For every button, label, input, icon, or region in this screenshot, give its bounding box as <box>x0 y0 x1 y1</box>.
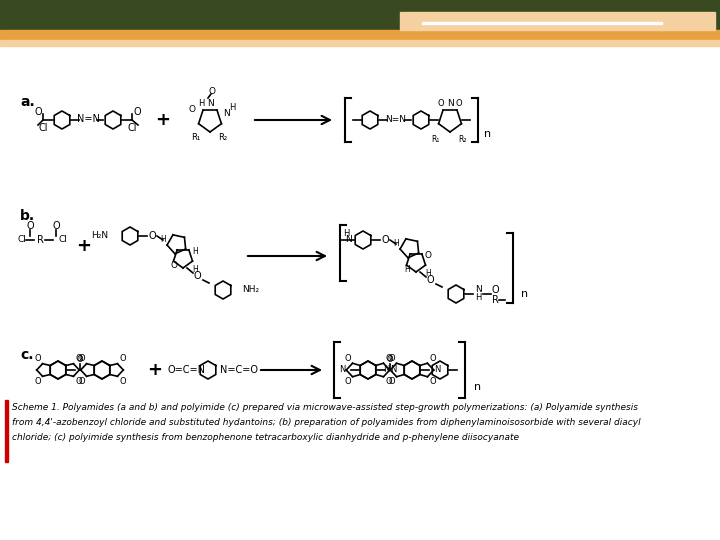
Text: N: N <box>448 98 454 107</box>
Text: O: O <box>381 235 389 245</box>
Text: H: H <box>192 246 198 255</box>
Text: H: H <box>160 235 166 245</box>
Text: R₁: R₁ <box>191 133 200 143</box>
Text: O: O <box>75 377 82 386</box>
Bar <box>5 400 8 462</box>
Text: O: O <box>133 107 141 117</box>
Text: O: O <box>344 377 351 386</box>
Bar <box>0 30 720 40</box>
Text: N: N <box>474 286 482 294</box>
Text: H: H <box>404 266 410 274</box>
Text: N=N: N=N <box>76 114 99 124</box>
Text: N: N <box>339 366 346 375</box>
Text: O: O <box>35 354 41 363</box>
Text: c.: c. <box>20 348 34 362</box>
Text: H₂N: H₂N <box>91 232 108 240</box>
Text: N: N <box>222 110 230 118</box>
Text: H: H <box>343 230 349 239</box>
Text: +: + <box>76 237 91 255</box>
Text: O: O <box>387 355 393 364</box>
Text: O: O <box>119 377 126 386</box>
Text: O: O <box>209 87 215 97</box>
Text: H: H <box>229 104 235 112</box>
Text: O: O <box>119 354 126 363</box>
Text: n: n <box>521 289 528 299</box>
Text: O: O <box>35 377 41 386</box>
Text: N: N <box>383 366 390 375</box>
Text: O: O <box>189 105 196 114</box>
Text: N: N <box>390 366 397 375</box>
Text: O: O <box>171 261 178 271</box>
Text: O: O <box>385 377 392 386</box>
Text: O: O <box>26 221 34 231</box>
Text: O: O <box>75 354 82 363</box>
Text: +: + <box>148 361 163 379</box>
Text: from 4,4'-azobenzoyl chloride and substituted hydantoins; (b) preparation of pol: from 4,4'-azobenzoyl chloride and substi… <box>12 418 641 427</box>
Text: N: N <box>346 235 352 245</box>
Text: Cl: Cl <box>58 235 68 245</box>
Text: N: N <box>207 98 215 107</box>
Text: n: n <box>474 382 481 392</box>
Text: R₂: R₂ <box>218 133 227 143</box>
Text: R: R <box>492 295 498 305</box>
Text: R₂: R₂ <box>458 134 467 144</box>
Text: O: O <box>456 98 462 107</box>
Text: O: O <box>426 275 434 285</box>
Text: O: O <box>429 377 436 386</box>
Bar <box>0 46 720 465</box>
Bar <box>0 40 720 46</box>
Text: O: O <box>78 377 85 386</box>
Text: O: O <box>388 354 395 363</box>
Text: H: H <box>393 240 399 248</box>
Text: O: O <box>77 355 84 364</box>
Text: O: O <box>425 251 431 260</box>
Text: H: H <box>198 98 204 107</box>
Text: chloride; (c) polyimide synthesis from benzophenone tetracarboxylic dianhydride : chloride; (c) polyimide synthesis from b… <box>12 433 519 442</box>
Text: O: O <box>78 354 85 363</box>
Text: O: O <box>148 231 156 241</box>
Text: H: H <box>425 269 431 279</box>
Text: a.: a. <box>20 95 35 109</box>
Text: n: n <box>484 129 491 139</box>
Text: Cl: Cl <box>38 123 48 133</box>
Text: H: H <box>474 294 481 302</box>
Text: O: O <box>344 354 351 363</box>
Text: R₁: R₁ <box>431 134 440 144</box>
Bar <box>0 0 720 30</box>
Text: H: H <box>192 266 198 274</box>
Text: O: O <box>34 107 42 117</box>
Text: N: N <box>435 366 441 375</box>
Text: +: + <box>156 111 171 129</box>
Bar <box>400 12 715 30</box>
Text: N=C=O: N=C=O <box>220 365 258 375</box>
Text: O: O <box>52 221 60 231</box>
Text: O: O <box>491 285 499 295</box>
Text: O: O <box>193 271 201 281</box>
Text: O=C=N: O=C=N <box>168 365 206 375</box>
Text: b.: b. <box>20 209 35 223</box>
Text: Scheme 1. Polyamides (a and b) and polyimide (c) prepared via microwave-assisted: Scheme 1. Polyamides (a and b) and polyi… <box>12 403 638 412</box>
Text: Cl: Cl <box>17 235 27 245</box>
Text: Cl: Cl <box>127 123 137 133</box>
Text: NH₂: NH₂ <box>242 286 259 294</box>
Text: O: O <box>429 354 436 363</box>
Bar <box>422 22 662 24</box>
Text: O: O <box>385 354 392 363</box>
Text: O: O <box>388 377 395 386</box>
Text: O: O <box>438 98 444 107</box>
Text: R: R <box>37 235 43 245</box>
Text: N=N: N=N <box>385 114 407 124</box>
